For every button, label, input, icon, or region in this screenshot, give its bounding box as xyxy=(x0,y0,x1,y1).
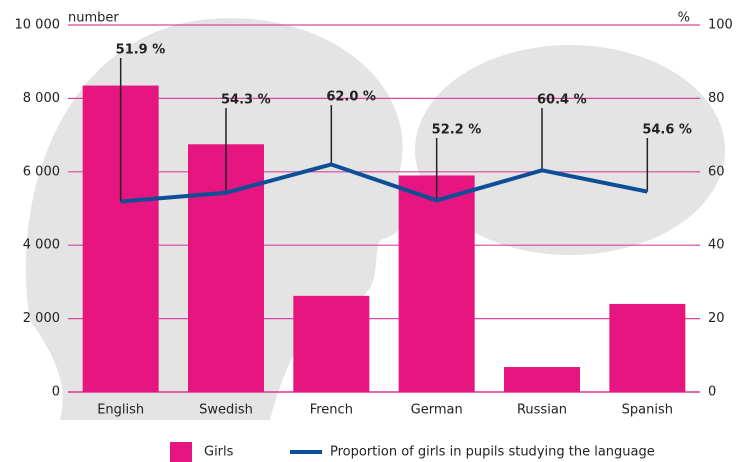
y2-tick-label: 60 xyxy=(708,164,725,179)
y-tick-label: 4 000 xyxy=(23,238,60,253)
x-tick-label: Russian xyxy=(517,403,567,418)
bar xyxy=(399,175,475,392)
data-label: 54.6 % xyxy=(642,123,692,138)
data-label: 52.2 % xyxy=(432,123,482,138)
y2-axis-label: % xyxy=(678,11,690,26)
legend-label: Proportion of girls in pupils studying t… xyxy=(330,445,655,460)
legend-swatch xyxy=(170,442,192,462)
y2-tick-label: 20 xyxy=(708,311,725,326)
data-label: 51.9 % xyxy=(116,43,166,58)
y2-tick-label: 80 xyxy=(708,91,725,106)
data-label: 62.0 % xyxy=(326,90,376,105)
y-axis-label: number xyxy=(68,11,119,26)
y2-tick-label: 40 xyxy=(708,238,725,253)
x-tick-label: German xyxy=(411,403,463,418)
x-tick-label: French xyxy=(310,403,353,418)
y2-tick-label: 0 xyxy=(708,385,716,400)
bar xyxy=(293,296,369,392)
y2-tick-label: 100 xyxy=(708,18,733,33)
y-tick-label: 10 000 xyxy=(15,18,61,33)
x-tick-label: Swedish xyxy=(199,403,253,418)
y-tick-label: 0 xyxy=(52,385,60,400)
data-label: 54.3 % xyxy=(221,93,271,108)
x-tick-label: Spanish xyxy=(622,403,673,418)
x-tick-label: English xyxy=(97,403,144,418)
data-label: 60.4 % xyxy=(537,93,587,108)
y-tick-label: 2 000 xyxy=(23,311,60,326)
bar xyxy=(504,367,580,392)
y-tick-label: 8 000 xyxy=(23,91,60,106)
y-tick-label: 6 000 xyxy=(23,164,60,179)
legend-label: Girls xyxy=(204,445,234,460)
bar xyxy=(609,304,685,392)
chart: number % 0 2 000 4 000 6 000 8 000 10 000 0 20 4… xyxy=(0,0,737,462)
